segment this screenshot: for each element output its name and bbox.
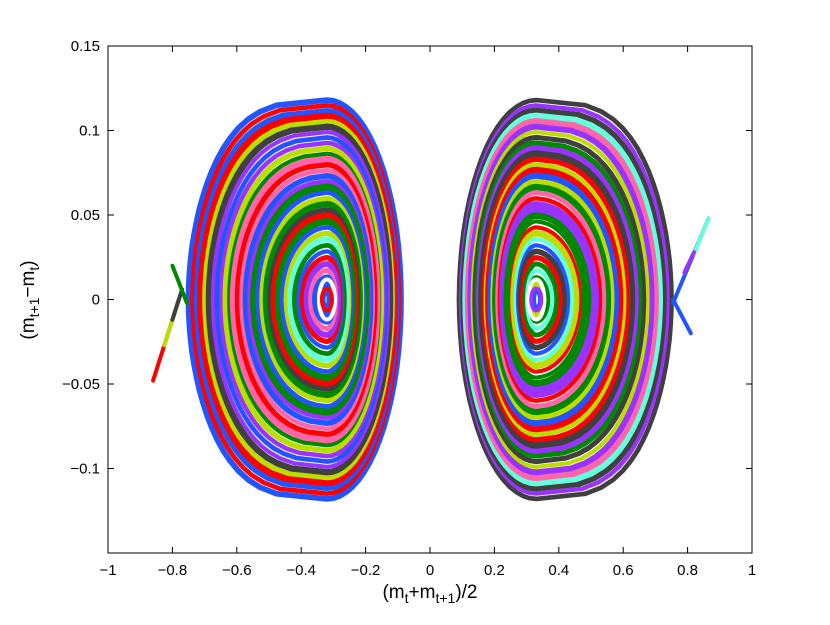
y-axis-label-tail: ) <box>18 260 39 266</box>
orbit-ring <box>214 135 389 464</box>
orbit-ring <box>522 261 559 338</box>
separatrix-segment <box>671 297 693 336</box>
orbit-ring <box>218 140 386 459</box>
orbit-ring <box>267 207 361 392</box>
orbit-ring <box>495 190 607 409</box>
orbit-center-gap <box>316 277 337 322</box>
orbit-ring <box>250 183 370 416</box>
orbit-ring <box>205 123 394 476</box>
orbit-center-point <box>529 286 544 313</box>
orbit-ring <box>270 212 359 387</box>
x-tick-label: −0.6 <box>222 562 252 579</box>
orbit-ring <box>283 230 352 369</box>
x-tick-label: 0.6 <box>613 562 634 579</box>
separatrix-segment <box>170 263 189 305</box>
orbit-ring <box>456 97 674 502</box>
y-axis-label-base: (m <box>18 317 39 339</box>
x-axis-label-tail: )/2 <box>455 582 477 603</box>
orbit-ring <box>299 255 343 344</box>
x-tick-label: 0 <box>426 562 434 579</box>
y-tick-label: 0.05 <box>71 207 100 224</box>
y-tick-label: 0.15 <box>71 38 100 55</box>
x-axis-label-sub2: t+1 <box>435 590 455 606</box>
orbit-ring <box>190 103 402 496</box>
orbit-ring <box>202 118 395 481</box>
orbit-ring <box>279 224 354 375</box>
x-tick-label: 0.4 <box>548 562 569 579</box>
orbit-ring <box>296 249 345 350</box>
y-axis-label: (mt+1−mt) <box>18 260 42 339</box>
orbit-ring <box>467 123 655 476</box>
separatrix-segments <box>151 216 711 383</box>
orbit-family-1 <box>456 97 674 502</box>
x-axis-label: (mt+mt+1)/2 <box>382 582 477 606</box>
x-tick-label: −0.8 <box>158 562 188 579</box>
orbit-ring <box>185 97 404 502</box>
y-axis-label-sub1: t+1 <box>26 297 42 317</box>
x-axis-label-base: (m <box>382 582 404 603</box>
x-tick-label: 0.2 <box>484 562 505 579</box>
orbit-ring <box>274 218 357 381</box>
y-tick-label: −0.05 <box>62 376 100 393</box>
orbit-center-gap <box>526 277 547 322</box>
orbit-ring <box>193 107 400 492</box>
orbit-ring <box>303 261 341 338</box>
orbit-ring <box>292 242 347 357</box>
separatrix-segment <box>682 250 697 275</box>
x-axis-label-mid: +m <box>409 582 436 603</box>
orbit-ring <box>229 155 381 444</box>
orbit-ring <box>513 237 575 362</box>
orbit-ring <box>210 130 391 469</box>
separatrix-segment <box>170 287 185 322</box>
orbit-ring <box>255 190 367 409</box>
x-tick-label: −0.2 <box>351 562 381 579</box>
x-tick-label: −0.4 <box>286 562 316 579</box>
separatrix-segment <box>692 216 711 256</box>
orbit-ring <box>227 151 382 448</box>
orbit-ring <box>503 212 592 387</box>
plot-area <box>107 45 753 554</box>
orbit-ring <box>510 229 580 370</box>
orbit-ring <box>262 200 363 399</box>
orbit-family-0 <box>185 97 404 502</box>
y-axis-label-sub2: t <box>26 267 42 271</box>
orbit-ring <box>222 145 385 454</box>
orbit-ring <box>242 172 374 427</box>
x-tick-labels: −1 −0.8 −0.6 −0.4 −0.2 0 0.2 0.4 0.6 0.8 1 <box>99 562 756 579</box>
y-tick-label: 0 <box>92 292 100 309</box>
orbit-ring <box>247 179 371 420</box>
y-tick-label: −0.1 <box>70 461 100 478</box>
orbit-ring <box>308 267 339 332</box>
orbit-ring <box>259 195 365 404</box>
x-tick-label: −1 <box>99 562 116 579</box>
x-tick-label: 1 <box>748 562 756 579</box>
orbit-center-point <box>319 286 334 313</box>
orbit-ring <box>239 167 375 432</box>
y-tick-label: 0.1 <box>79 123 100 140</box>
orbit-ring <box>197 112 398 487</box>
orbit-ring <box>287 236 350 363</box>
orbit-ring <box>234 162 378 437</box>
orbit-ring <box>506 219 587 380</box>
x-tick-label: 0.8 <box>677 562 698 579</box>
x-axis-label-sub1: t <box>405 590 409 606</box>
y-tick-labels: −0.1 −0.05 0 0.05 0.1 0.15 <box>62 38 100 478</box>
y-axis-label-mid: −m <box>18 271 39 298</box>
